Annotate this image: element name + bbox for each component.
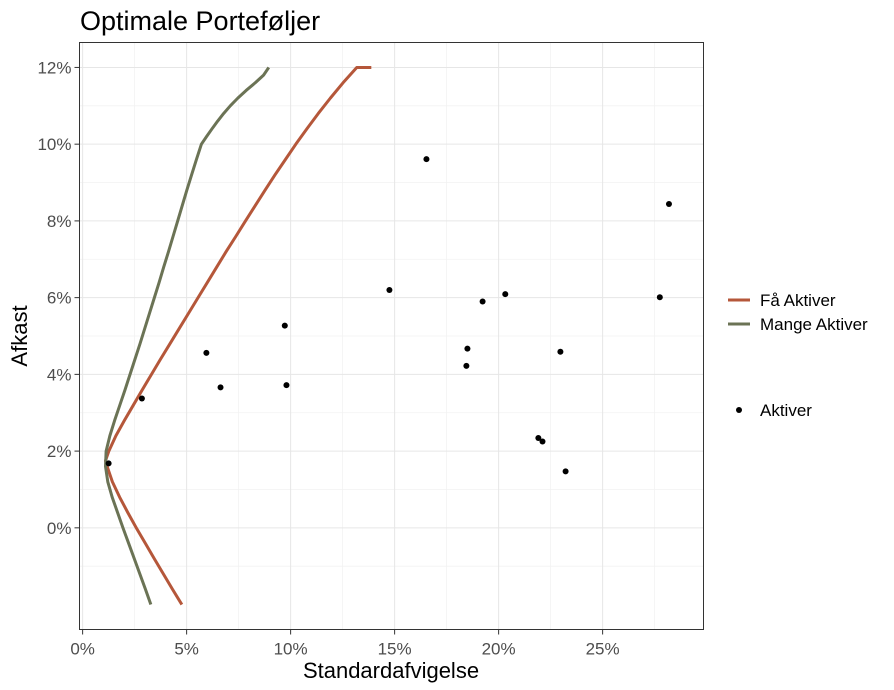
x-tick-label: 5%	[174, 640, 199, 659]
y-tick-label: 6%	[47, 289, 72, 308]
series-lines	[104, 65, 372, 606]
plot-area	[79, 42, 704, 630]
y-tick-label: 12%	[37, 58, 71, 77]
y-tick-label: 2%	[47, 442, 72, 461]
plot-border	[79, 42, 704, 630]
x-axis-title: Standardafvigelse	[303, 658, 479, 683]
scatter-point	[283, 382, 290, 389]
x-axis: 0% 5% 10% 15% 20% 25%	[70, 629, 620, 659]
x-tick-label: 10%	[274, 640, 308, 659]
x-tick-label: 20%	[482, 640, 516, 659]
scatter-point	[386, 286, 393, 293]
scatter-point	[281, 322, 288, 329]
series-line-1	[104, 66, 271, 606]
scatter-point	[479, 298, 486, 305]
legend-label: Aktiver	[760, 401, 812, 420]
y-axis-title: Afkast	[7, 305, 32, 366]
scatter-point	[138, 395, 145, 402]
major-gridlines	[79, 42, 704, 630]
scatter-point	[535, 435, 542, 442]
legend-label: Få Aktiver	[760, 291, 836, 310]
scatter-point	[217, 384, 224, 391]
scatter-point	[463, 362, 470, 369]
scatter-point	[665, 201, 672, 208]
scatter-point	[464, 345, 471, 352]
y-axis: 0% 2% 4% 6% 8% 10% 12%	[37, 58, 80, 538]
series-points	[105, 156, 672, 475]
scatter-point	[203, 349, 210, 356]
legend-label: Mange Aktiver	[760, 315, 868, 334]
x-tick-label: 25%	[586, 640, 620, 659]
scatter-point	[105, 460, 112, 467]
y-tick-label: 4%	[47, 365, 72, 384]
scatter-point	[557, 348, 564, 355]
scatter-point	[656, 294, 663, 301]
series-line-0	[104, 65, 372, 606]
scatter-point	[539, 438, 546, 445]
scatter-point	[562, 468, 569, 475]
legend: Få Aktiver Mange Aktiver Aktiver	[728, 291, 868, 420]
chart-title: Optimale Porteføljer	[80, 6, 320, 36]
scatter-point	[423, 156, 430, 163]
y-tick-label: 0%	[47, 519, 72, 538]
scatter-point	[502, 291, 509, 298]
x-tick-label: 0%	[70, 640, 95, 659]
y-tick-label: 10%	[37, 135, 71, 154]
y-tick-label: 8%	[47, 212, 72, 231]
x-tick-label: 15%	[378, 640, 412, 659]
minor-gridlines	[79, 42, 704, 630]
legend-key-point	[736, 407, 742, 413]
